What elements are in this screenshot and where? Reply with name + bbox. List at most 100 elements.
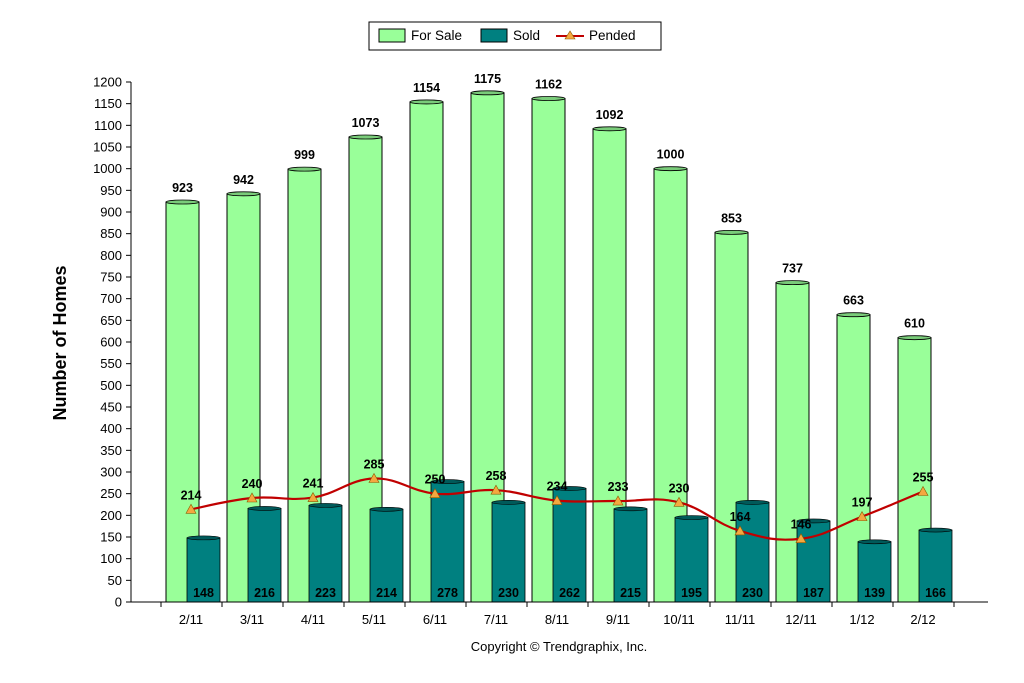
pended-value-label: 255 (913, 471, 934, 485)
for-sale-bar-top (409, 99, 444, 105)
y-tick-label: 1050 (93, 140, 122, 155)
for-sale-value-label: 1175 (474, 72, 501, 86)
pended-marker (673, 496, 685, 507)
sold-value-label: 195 (681, 586, 702, 600)
pended-marker (734, 525, 746, 536)
sold-bar-top (918, 527, 953, 533)
sold-value-label: 216 (254, 586, 275, 600)
for-sale-bar-top (348, 134, 383, 140)
pended-marker (551, 494, 563, 505)
y-tick-label: 50 (108, 573, 122, 588)
x-tick-label: 11/11 (725, 612, 756, 627)
y-tick-label: 700 (100, 291, 122, 306)
pended-value-label: 233 (608, 480, 629, 494)
copyright-text: Copyright © Trendgraphix, Inc. (471, 639, 648, 654)
legend-swatch-for-sale (378, 28, 406, 43)
sold-bar (369, 508, 404, 603)
sold-bar (857, 541, 892, 603)
sold-bar-top (369, 506, 404, 512)
pended-value-label: 214 (181, 488, 202, 502)
y-tick-label: 450 (100, 400, 122, 415)
legend-box (368, 21, 662, 51)
sold-bar-top (430, 479, 465, 484)
sold-value-label: 223 (315, 586, 336, 600)
pended-marker (307, 491, 319, 502)
y-tick-label: 850 (100, 226, 122, 241)
x-tick-label: 9/11 (606, 612, 630, 627)
pended-value-label: 258 (486, 469, 507, 483)
sold-bar-top (613, 506, 648, 512)
y-tick-label: 650 (100, 313, 122, 328)
sold-bar-top (186, 535, 221, 541)
for-sale-bar-top (836, 312, 871, 318)
for-sale-value-label: 942 (233, 173, 254, 187)
for-sale-value-label: 610 (904, 317, 925, 331)
legend-label-pended: Pended (589, 28, 636, 43)
y-tick-label: 500 (100, 378, 122, 393)
for-sale-value-label: 1092 (596, 108, 624, 122)
x-tick-label: 12/11 (785, 612, 817, 627)
x-axis: 2/11 3/11 4/11 5/11 6/11 7/11 8/11 9/11 10/11 11/… (131, 601, 988, 627)
y-tick-label: 100 (100, 551, 122, 566)
sold-value-label: 214 (376, 586, 397, 600)
y-axis-label: Number of Homes (50, 265, 70, 420)
pended-value-label: 146 (791, 518, 812, 532)
y-tick-label: 550 (100, 356, 122, 371)
pended-value-label: 234 (547, 480, 568, 494)
pended-marker (368, 472, 380, 483)
sold-bar (552, 488, 587, 603)
y-tick-label: 1200 (93, 75, 122, 90)
for-sale-value-label: 923 (172, 181, 193, 195)
x-tick-label: 2/12 (910, 612, 935, 627)
y-tick-label: 400 (100, 421, 122, 436)
sold-bar-top (552, 486, 587, 491)
pended-value-label: 240 (242, 477, 263, 491)
y-tick-label: 600 (100, 335, 122, 350)
y-tick-label: 150 (100, 530, 122, 545)
sold-value-label: 278 (437, 586, 458, 600)
for-sale-value-label: 1154 (413, 81, 440, 95)
for-sale-value-label: 1162 (535, 77, 562, 91)
sold-bar-top (308, 503, 343, 508)
for-sale-bar-top (592, 126, 627, 132)
for-sale-value-label: 663 (843, 294, 864, 308)
legend-label-sold: Sold (513, 28, 540, 43)
sold-value-label: 166 (925, 586, 946, 600)
x-tick-label: 4/11 (301, 612, 325, 627)
for-sale-bar-top (714, 229, 749, 235)
for-sale-bar-top (531, 96, 566, 101)
pended-marker (490, 484, 502, 495)
for-sale-value-label: 853 (721, 211, 742, 225)
sold-bar (430, 481, 465, 603)
sold-bar (186, 537, 221, 603)
y-tick-label: 1000 (93, 161, 122, 176)
y-tick-label: 1100 (94, 118, 122, 133)
y-tick-label: 300 (100, 465, 122, 480)
sold-value-label: 148 (193, 586, 214, 600)
sold-value-label: 230 (498, 586, 519, 600)
pended-marker (795, 533, 807, 544)
sold-bar-top (491, 500, 526, 505)
for-sale-value-label: 1000 (657, 148, 685, 162)
y-tick-label: 250 (100, 486, 122, 501)
pended-marker (429, 488, 441, 498)
for-sale-bar-top (653, 166, 688, 172)
sold-series: 148 216 223 214 278 230 262 215 195 230 187 139 166 (186, 479, 953, 603)
y-tick-label: 1150 (94, 96, 122, 111)
pended-value-label: 250 (425, 473, 446, 487)
y-tick-label: 800 (100, 248, 122, 263)
sold-value-label: 230 (742, 586, 763, 600)
sold-bar-top (674, 515, 709, 520)
y-tick-label: 0 (115, 595, 122, 610)
x-tick-label: 3/11 (240, 612, 264, 627)
pended-value-label: 230 (669, 481, 690, 495)
pended-value-label: 285 (364, 458, 385, 472)
for-sale-bar-top (287, 166, 322, 172)
x-tick-label: 2/11 (179, 612, 203, 627)
sold-bar-top (247, 506, 282, 511)
sold-bar (613, 508, 648, 603)
pended-marker (856, 511, 868, 521)
sold-value-label: 187 (803, 586, 824, 600)
for-sale-bar-top (470, 90, 505, 96)
for-sale-value-label: 999 (294, 148, 315, 162)
